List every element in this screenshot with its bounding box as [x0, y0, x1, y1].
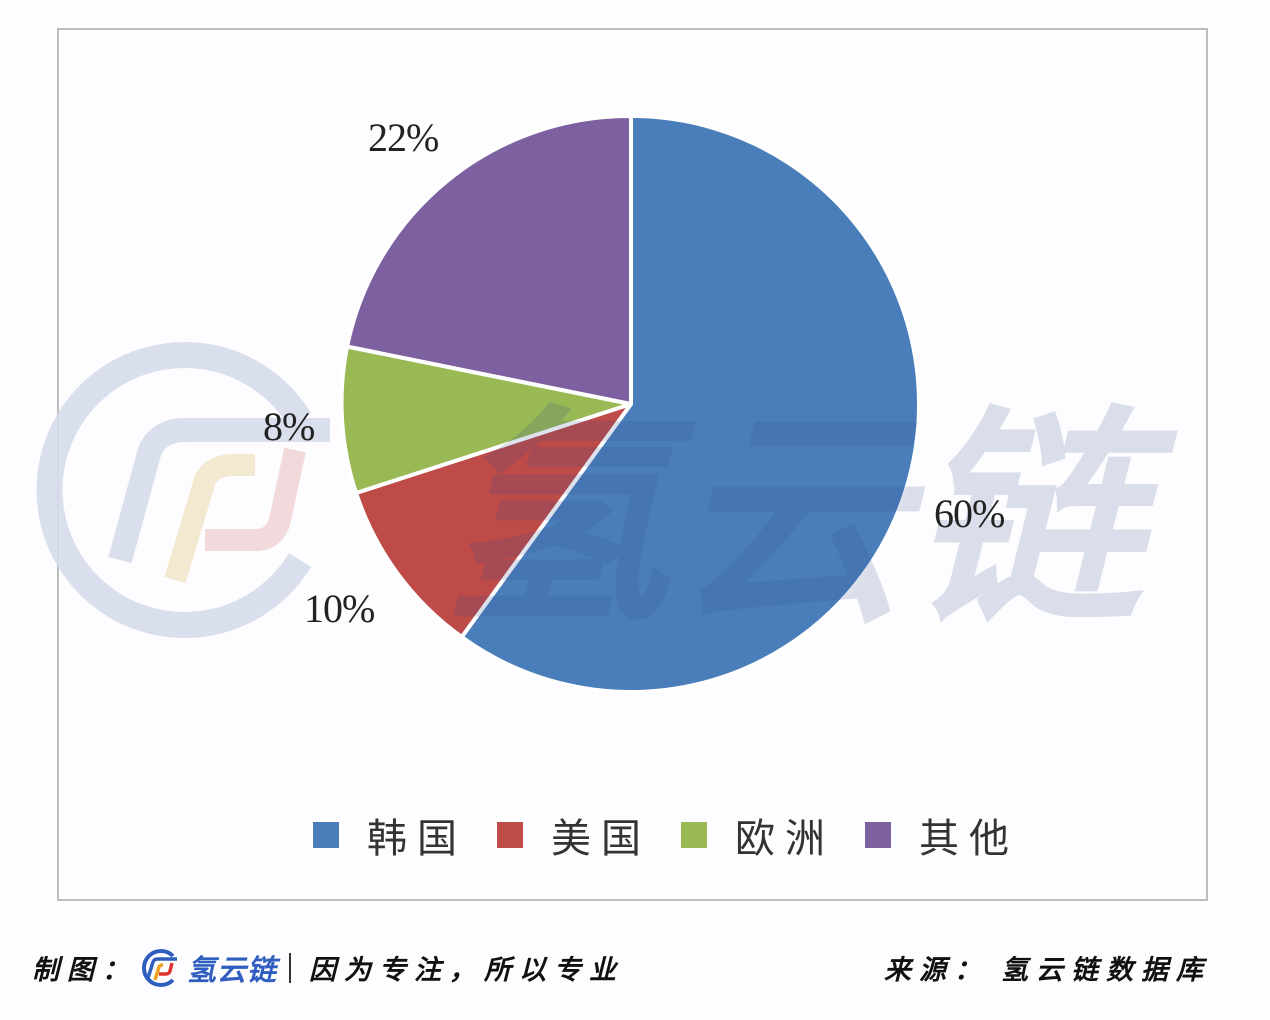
pie-slice-korea[interactable] — [459, 114, 921, 694]
legend-item-other[interactable]: 其他 — [865, 806, 1019, 864]
legend-item-usa[interactable]: 美国 — [497, 806, 651, 864]
footer-source: 来源： 氢云链数据库 — [884, 945, 1211, 990]
pie-slice-europe[interactable] — [339, 344, 633, 495]
legend-label: 欧洲 — [735, 816, 835, 862]
legend-swatch-icon — [497, 822, 523, 848]
legend-swatch-icon — [313, 822, 339, 848]
data-label-other: 22% — [368, 115, 439, 160]
footer-divider — [289, 952, 292, 983]
made-by-label: 制图： — [32, 955, 137, 986]
legend-label: 韩国 — [367, 816, 467, 862]
legend-label: 其他 — [919, 816, 1019, 862]
legend-swatch-icon — [681, 822, 707, 848]
legend-swatch-icon — [865, 822, 891, 848]
data-label-usa: 10% — [304, 586, 375, 631]
brand-name: 氢云链 — [187, 952, 278, 987]
footer: 制图： 氢云链 因为专注，所以专业 来源： 氢云链数据库 — [0, 945, 1270, 990]
data-label-korea: 60% — [934, 491, 1005, 536]
pie-slice-other[interactable] — [345, 113, 633, 406]
legend-item-europe[interactable]: 欧洲 — [681, 806, 835, 864]
watermark-logo-icon — [36, 342, 330, 638]
watermark-text: 氢云链 — [440, 388, 1178, 655]
pie-slices — [339, 113, 921, 694]
source-value: 氢云链数据库 — [1001, 955, 1211, 986]
chart-legend: 韩国 美国 欧洲 其他 — [313, 806, 1049, 864]
slogan: 因为专注，所以专业 — [309, 955, 625, 986]
pie-slice-usa[interactable] — [354, 402, 633, 639]
legend-label: 美国 — [551, 816, 651, 862]
source-label: 来源： — [884, 955, 989, 986]
legend-item-korea[interactable]: 韩国 — [313, 806, 467, 864]
brand-logo-icon — [141, 948, 177, 987]
footer-credit: 制图： 氢云链 因为专注，所以专业 — [32, 945, 624, 990]
data-label-europe: 8% — [263, 404, 315, 449]
